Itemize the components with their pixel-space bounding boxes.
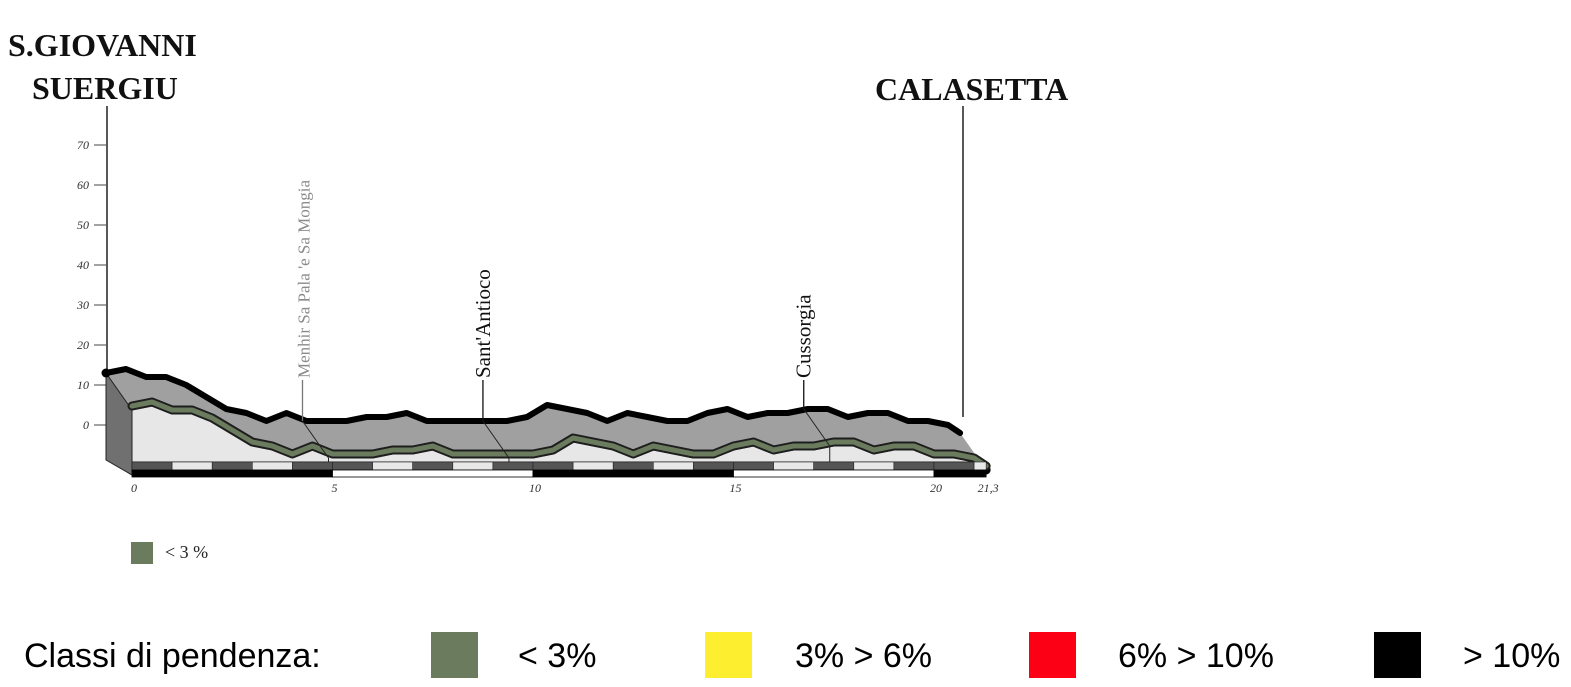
five-km-bar [332,469,534,478]
x-tick-label: 15 [730,481,742,495]
start-place-line1: S.GIOVANNI [8,27,197,63]
km-segment [933,461,975,471]
km-segment [372,461,414,471]
km-segment [131,461,173,471]
km-segment [412,461,454,471]
class-label-gt10: > 10% [1463,637,1560,675]
legend-label-lt3: < 3 % [165,542,208,562]
y-tick-label: 60 [77,178,89,192]
km-segment [853,461,895,471]
poi-connector [803,408,831,447]
km-segment [813,461,855,471]
five-km-bar [733,469,935,478]
five-km-bar [131,469,333,478]
y-tick-label: 50 [77,218,89,232]
x-tick-label: 21,3 [978,481,999,495]
km-segment [773,461,814,471]
km-segment [532,461,574,471]
km-segment [211,461,253,471]
y-axis: 70 60 50 40 30 20 10 0 [76,138,106,432]
profile-back-line [103,366,964,436]
km-segment [973,461,987,471]
km-segment [572,461,614,471]
y-tick-label: 0 [83,418,89,432]
classes-title: Classi di pendenza: [24,637,321,675]
poi-label: Cussorgia [792,294,816,378]
grade-line [129,399,989,469]
poi-label: Menhir Sa Pala 'e Sa Mongia [294,179,313,378]
end-place: CALASETTA [875,71,1068,107]
y-tick-label: 30 [76,298,89,312]
y-tick-label: 20 [77,338,89,352]
km-segment [332,461,373,471]
km-segment [733,461,774,471]
km-segment [171,461,213,471]
class-label-lt3: < 3% [518,637,596,675]
profile-start-dot [101,368,111,378]
km-segment [693,461,734,471]
class-label-3-6: 3% > 6% [795,637,932,675]
km-segment [292,461,333,471]
relief-block [101,366,991,476]
legend-swatch-lt3 [131,542,153,564]
km-segment [252,461,293,471]
class-label-6-10: 6% > 10% [1118,637,1274,675]
start-place-line2: SUERGIU [32,70,178,106]
x-axis: 0 5 10 15 20 21,3 [131,461,999,495]
x-tick-label: 0 [131,481,137,495]
km-segment [452,461,494,471]
poi-label: Sant'Antioco [471,269,495,378]
x-tick-label: 5 [332,481,338,495]
y-tick-label: 10 [77,378,89,392]
x-tick-label: 10 [529,481,541,495]
y-tick-label: 40 [77,258,89,272]
five-km-bar [933,469,987,478]
poi-connector [302,420,329,459]
km-segment [893,461,935,471]
km-segment [612,461,654,471]
class-swatch-6-10 [1029,632,1076,678]
class-swatch-3-6 [705,632,752,678]
km-segment [652,461,694,471]
poi-connector [482,420,510,459]
km-segment [492,461,534,471]
y-tick-label: 70 [77,138,89,152]
points-of-interest: Menhir Sa Pala 'e Sa Mongia Sant'Antioco C… [294,179,831,462]
class-swatch-gt10 [1374,632,1421,678]
class-swatch-lt3 [431,632,478,678]
five-km-bar [532,469,734,478]
x-tick-label: 20 [930,481,942,495]
